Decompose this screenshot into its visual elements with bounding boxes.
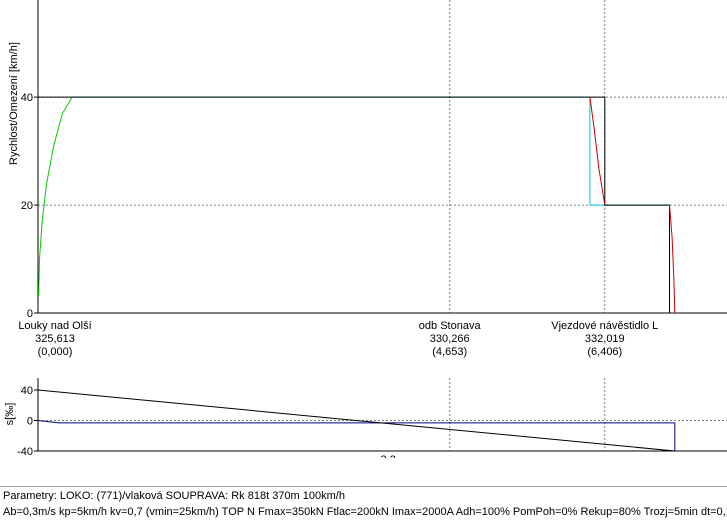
speed-series-line-0 bbox=[72, 96, 670, 206]
station-name: odb Stonava bbox=[418, 320, 481, 332]
gradient-chart: 40 0 -40 -3,2 s[‰] bbox=[4, 378, 727, 458]
station-km: 325,613 bbox=[35, 333, 75, 345]
station-label-0: Louky nad Olší 325,613 (0,000) bbox=[0, 320, 110, 359]
gradient-ylabel: s[‰] bbox=[4, 403, 16, 426]
speed-tick-label-2: 40 bbox=[21, 92, 33, 104]
speed-series-line-4 bbox=[669, 205, 676, 314]
speed-series-line-1 bbox=[38, 96, 670, 314]
speed-ylabel: Rychlost/Omezení [km/h] bbox=[8, 42, 20, 165]
station-km: 330,266 bbox=[429, 333, 470, 345]
parameters-footer: Parametry: LOKO: (771)/vlaková SOUPRAVA:… bbox=[0, 488, 727, 523]
station-km: 332,019 bbox=[584, 333, 625, 345]
speed-series bbox=[38, 96, 676, 314]
gradient-tick-label-1: 0 bbox=[27, 416, 33, 428]
station-label-1: odb Stonava 330,266 (4,653) bbox=[395, 320, 505, 359]
gradient-annotation-0: -3,2 bbox=[377, 454, 396, 458]
station-offset: (0,000) bbox=[37, 346, 73, 358]
parameters-line-2: Ab=0,3m/s kp=5km/h kv=0,7 (vmin=25km/h) … bbox=[3, 506, 727, 518]
speed-chart: 0 20 40 Rychlost/Omezení [km/h] bbox=[8, 0, 727, 320]
station-offset: (4,653) bbox=[432, 346, 468, 358]
gradient-grid bbox=[38, 378, 727, 451]
speed-tick-label-1: 20 bbox=[21, 200, 33, 212]
gradient-axes: 40 0 -40 -3,2 bbox=[17, 378, 727, 458]
parameters-line-1: Parametry: LOKO: (771)/vlaková SOUPRAVA:… bbox=[3, 490, 345, 502]
gradient-series-line-0 bbox=[37, 420, 676, 451]
gradient-tick-label-0: 40 bbox=[21, 385, 33, 397]
speed-grid bbox=[38, 0, 727, 313]
station-label-2: Vjezdové návěstidlo L 332,019 (6,406) bbox=[550, 320, 660, 359]
station-name: Louky nad Olší bbox=[18, 320, 92, 332]
station-offset: (6,406) bbox=[587, 346, 623, 358]
station-name: Vjezdové návěstidlo L bbox=[551, 320, 659, 332]
gradient-series bbox=[37, 389, 676, 452]
footer-separator bbox=[0, 486, 727, 487]
speed-series-line-2 bbox=[38, 96, 73, 297]
speed-tick-label-0: 0 bbox=[27, 308, 33, 320]
speed-axes: 0 20 40 bbox=[21, 0, 727, 320]
gradient-series-line-1 bbox=[37, 389, 675, 452]
gradient-tick-label-2: -40 bbox=[17, 446, 33, 458]
speed-series-line-3 bbox=[589, 97, 606, 206]
